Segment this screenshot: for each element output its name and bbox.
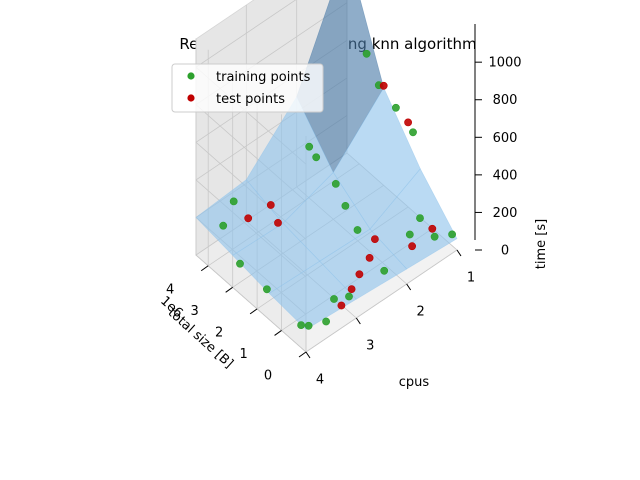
surface-facet (268, 260, 357, 330)
x-tick-label: 4 (166, 282, 174, 297)
training-points-point (229, 197, 238, 206)
y-tick (305, 351, 311, 359)
scatter-points (219, 49, 456, 330)
training-points-point (362, 49, 371, 58)
z-tick-label: 600 (493, 131, 518, 146)
training-points-point (322, 317, 330, 326)
y-tick-label: 4 (316, 373, 324, 388)
test-points-point (355, 270, 364, 279)
y-tick (406, 283, 412, 291)
legend-marker (187, 94, 195, 102)
test-points-point (370, 235, 379, 243)
x-tick (200, 265, 209, 272)
x-tick-label: 0 (264, 369, 272, 384)
training-points-point (391, 103, 400, 112)
training-points-point (353, 226, 362, 234)
test-points-point (408, 242, 416, 251)
training-points-point (416, 214, 424, 222)
z-tick-label: 400 (493, 168, 518, 183)
test-points-point (274, 218, 282, 227)
x-tick-label: 2 (215, 325, 223, 340)
training-points-point (405, 230, 414, 239)
x-tick (249, 308, 258, 315)
legend-box (171, 63, 324, 113)
legend-label: training points (216, 70, 311, 85)
training-points-point (304, 321, 313, 330)
training-points-point (305, 142, 314, 151)
training-points-point (345, 292, 353, 301)
training-points-point (430, 232, 439, 241)
training-points-point (330, 295, 338, 303)
test-points-point (347, 285, 356, 293)
test-points-point (365, 253, 374, 262)
training-points-point (448, 230, 456, 239)
test-points-point (404, 118, 412, 127)
training-points-point (262, 285, 271, 294)
z-tick-label: 800 (493, 93, 518, 108)
training-points-point (236, 259, 244, 268)
test-points-point (244, 214, 253, 223)
x-tick-label: 1 (239, 347, 247, 362)
test-points-point (337, 301, 346, 310)
y-tick (355, 317, 361, 325)
training-points-point (409, 128, 417, 137)
y-tick-label: 1 (467, 271, 475, 286)
training-points-point (380, 266, 389, 275)
z-tick-label: 1000 (488, 56, 521, 71)
x-tick (225, 286, 233, 293)
z-axis-label: time [s] (534, 219, 549, 269)
x-tick (274, 330, 282, 336)
training-points-point (297, 321, 305, 329)
y-axis-label: cpus (399, 375, 430, 390)
legend: training points test points (171, 63, 324, 113)
y-tick-label: 3 (366, 339, 374, 354)
x-tick-label: 3 (191, 304, 199, 319)
test-points-point (428, 224, 437, 233)
test-points-point (266, 201, 275, 209)
training-points-point (331, 179, 340, 188)
y-tick-label: 2 (417, 305, 425, 320)
x-tick (298, 351, 307, 358)
z-tick-label: 200 (493, 206, 518, 221)
legend-marker (187, 72, 195, 80)
training-points-point (219, 221, 228, 230)
training-points-point (312, 153, 321, 162)
y-tick (456, 249, 462, 257)
legend-label: test points (216, 92, 285, 107)
training-points-point (341, 201, 350, 210)
z-tick-label: 0 (501, 244, 509, 259)
regression-surface (195, 0, 458, 330)
test-points-point (379, 81, 388, 90)
